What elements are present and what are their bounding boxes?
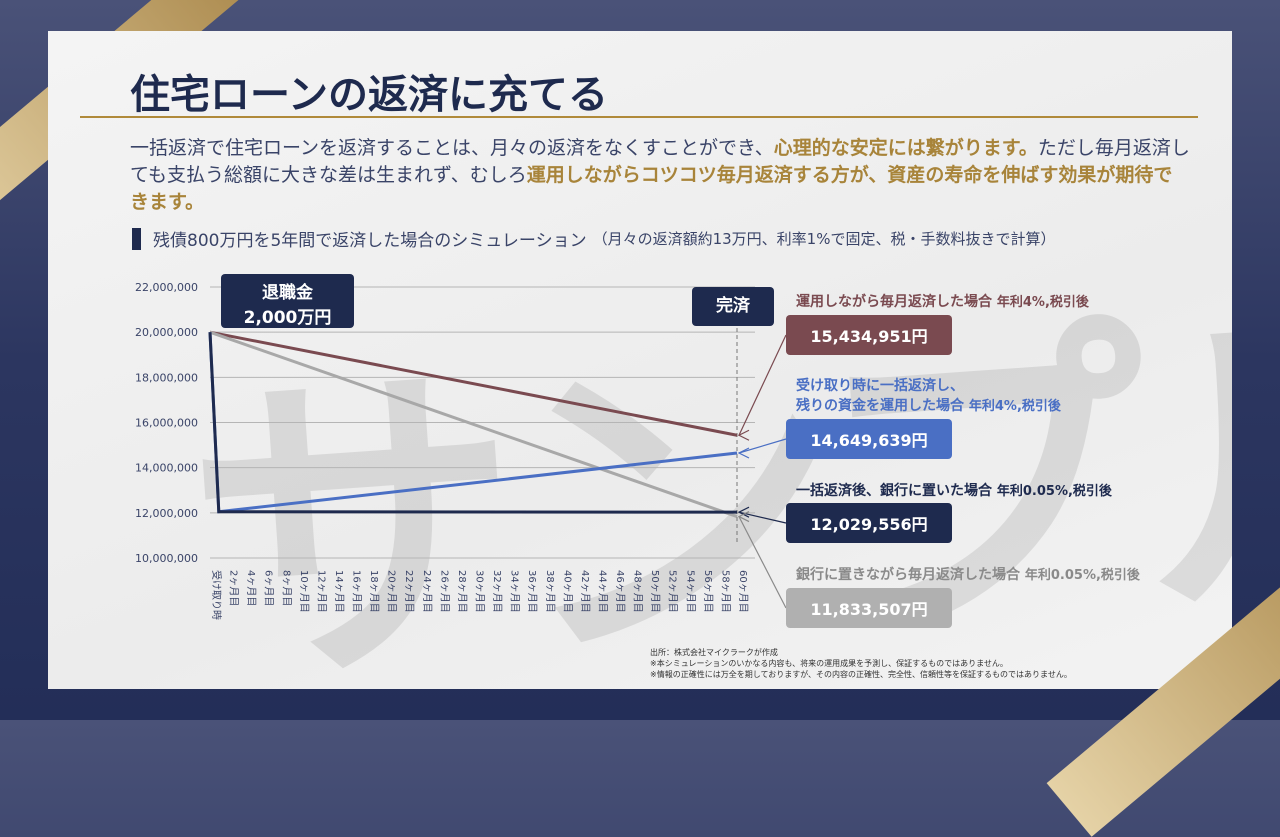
x-tick-label: 36ヶ月目	[526, 570, 538, 613]
y-tick-label: 14,000,000	[135, 462, 198, 475]
x-tick-label: 24ヶ月目	[421, 570, 433, 613]
y-tick-label: 16,000,000	[135, 417, 198, 430]
x-tick-label: 50ヶ月目	[649, 570, 661, 613]
x-tick-label: 56ヶ月目	[702, 570, 714, 613]
series-line	[209, 330, 738, 519]
x-tick-label: 54ヶ月目	[684, 570, 696, 613]
arrow-head	[737, 447, 750, 459]
x-tick-label: 2ヶ月目	[228, 570, 240, 606]
x-tick-label: 34ヶ月目	[509, 570, 521, 613]
y-tick-label: 20,000,000	[135, 326, 198, 339]
legend-label: 一括返済後、銀行に置いた場合 年利0.05%,税引後	[796, 483, 1112, 499]
arrow-head	[737, 511, 750, 523]
page-title: 住宅ローンの返済に充てる	[130, 71, 608, 118]
x-tick-label: 46ヶ月目	[614, 570, 626, 613]
x-tick-label: 12ヶ月目	[315, 570, 327, 613]
x-tick-label: 48ヶ月目	[632, 570, 644, 613]
x-tick-label: 40ヶ月目	[561, 570, 573, 613]
value-box: 15,434,951円	[786, 315, 952, 355]
x-tick-label: 32ヶ月目	[491, 570, 503, 613]
x-tick-label: 30ヶ月目	[474, 570, 486, 613]
x-tick-label: 16ヶ月目	[351, 570, 363, 613]
series-line	[208, 332, 738, 514]
x-tick-label: 42ヶ月目	[579, 570, 591, 613]
payoff-tag: 完済	[692, 287, 774, 326]
x-tick-label: 14ヶ月目	[333, 570, 345, 613]
legend-label: 受け取り時に一括返済し、 残りの資金を運用した場合 年利4%,税引後	[796, 378, 1061, 414]
x-tick-label: 20ヶ月目	[386, 570, 398, 613]
value-box: 11,833,507円	[786, 588, 952, 628]
x-tick-label: 18ヶ月目	[368, 570, 380, 613]
x-tick-label: 58ヶ月目	[719, 570, 731, 613]
leader-arrow	[738, 334, 787, 436]
title-divider	[80, 116, 1198, 118]
x-tick-label: 26ヶ月目	[438, 570, 450, 613]
y-tick-label: 18,000,000	[135, 371, 198, 384]
y-tick-label: 22,000,000	[135, 281, 198, 294]
lead-text: 一括返済で住宅ローンを返済することは、月々の返済をなくすことができ、心理的な安定…	[130, 137, 1190, 213]
x-tick-label: 60ヶ月目	[737, 570, 749, 613]
leader-arrow	[738, 511, 787, 524]
x-tick-label: 22ヶ月目	[403, 570, 415, 613]
leader-arrow	[738, 438, 787, 454]
x-tick-label: 6ヶ月目	[263, 570, 275, 606]
x-tick-label: 44ヶ月目	[596, 570, 608, 613]
arrow-head	[737, 506, 750, 518]
legend-label: 銀行に置きながら毎月返済した場合 年利0.05%,税引後	[796, 567, 1140, 583]
chart-subtitle: 残債800万円を5年間で返済した場合のシミュレーション （月々の返済額約13万円、…	[132, 226, 1055, 251]
value-box: 14,649,639円	[786, 419, 952, 459]
x-tick-label: 38ヶ月目	[544, 570, 556, 613]
leader-arrow	[738, 516, 787, 609]
x-tick-label: 10ヶ月目	[298, 570, 310, 613]
line-chart: 22,000,000 20,000,000 18,000,000 16,000,000…	[135, 281, 787, 620]
x-tick-label: 52ヶ月目	[667, 570, 679, 613]
retirement-tag: 退職金 2,000万円	[221, 274, 354, 328]
arrow-head	[737, 429, 750, 441]
x-tick-label: 受け取り時	[210, 570, 222, 620]
x-tick-label: 4ヶ月目	[245, 570, 257, 606]
y-tick-label: 12,000,000	[135, 507, 198, 520]
series-line	[209, 330, 738, 437]
y-tick-label: 10,000,000	[135, 552, 198, 565]
x-tick-label: 8ヶ月目	[280, 570, 292, 606]
slide-panel: サンプル	[48, 31, 1232, 689]
legend-label: 運用しながら毎月返済した場合 年利4%,税引後	[796, 294, 1089, 310]
x-tick-label: 28ヶ月目	[456, 570, 468, 613]
footnotes: 出所：株式会社マイクラークが作成 ※本シミュレーションのいかなる内容も、将来の運用…	[650, 648, 1072, 679]
value-box: 12,029,556円	[786, 503, 952, 543]
